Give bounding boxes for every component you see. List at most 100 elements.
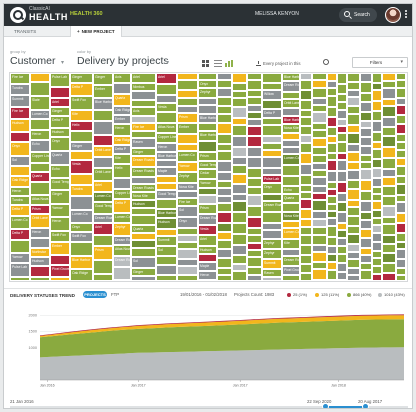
treemap-tile[interactable] — [337, 153, 347, 160]
user-name[interactable]: MELISSA KENYON — [255, 11, 299, 17]
treemap-tile[interactable]: Dream Roads — [131, 167, 156, 177]
treemap-tile[interactable]: Pulse Lab — [262, 175, 282, 183]
treemap-tile[interactable] — [372, 132, 382, 142]
treemap-tile[interactable] — [262, 125, 282, 136]
treemap-tile[interactable] — [177, 275, 198, 281]
treemap-tile[interactable] — [30, 119, 50, 130]
treemap-tile[interactable] — [327, 160, 337, 171]
treemap-tile[interactable] — [232, 157, 247, 165]
treemap-tile[interactable]: Sol — [10, 156, 30, 166]
treemap-tile[interactable] — [372, 111, 382, 121]
chevron-down-icon[interactable]: ▾ — [166, 60, 170, 66]
treemap-tile[interactable] — [217, 203, 232, 212]
treemap-tile[interactable] — [198, 280, 217, 281]
treemap-tile[interactable]: Hudson — [30, 257, 50, 266]
treemap-tile[interactable]: Lumen Co — [177, 151, 198, 162]
avatar[interactable] — [385, 7, 401, 23]
treemap-tile[interactable]: Dream Roads — [113, 236, 131, 245]
treemap-tile[interactable]: Ariel — [131, 73, 156, 83]
treemap-tile[interactable] — [156, 275, 177, 281]
treemap-tile[interactable] — [156, 112, 177, 123]
treemap-tile[interactable] — [312, 163, 327, 170]
treemap-tile[interactable] — [232, 212, 247, 223]
treemap-tile[interactable] — [406, 90, 407, 98]
treemap-tile[interactable]: Prism — [198, 204, 217, 214]
treemap-tile[interactable] — [382, 244, 396, 253]
treemap-tile[interactable] — [232, 223, 247, 234]
treemap-tile[interactable] — [406, 116, 407, 127]
treemap-tile[interactable] — [282, 203, 300, 212]
treemap-tile[interactable] — [247, 97, 262, 105]
treemap-tile[interactable]: Heron — [198, 271, 217, 280]
treemap-tile[interactable] — [232, 201, 247, 212]
treemap-tile[interactable] — [217, 275, 232, 281]
treemap-tile[interactable] — [217, 181, 232, 188]
treemap-tile[interactable] — [347, 216, 360, 226]
treemap-tile[interactable]: Axis — [113, 73, 131, 83]
treemap-tile[interactable]: Onyx — [262, 183, 282, 194]
treemap-tile[interactable] — [300, 164, 312, 175]
treemap-tile[interactable] — [372, 83, 382, 90]
treemap-tile[interactable]: Orbit Lane — [30, 214, 50, 228]
treemap-tile[interactable] — [406, 188, 407, 199]
treemap-tile[interactable] — [337, 84, 347, 94]
treemap-tile[interactable] — [177, 80, 198, 90]
treemap-tile[interactable]: Good Temp — [93, 202, 113, 214]
treemap-tile[interactable]: Ginger — [70, 142, 93, 151]
treemap-tile[interactable] — [217, 196, 232, 203]
treemap-tile[interactable] — [177, 73, 198, 80]
treemap-tile[interactable] — [396, 142, 406, 150]
treemap-tile[interactable] — [327, 189, 337, 196]
treemap-tile[interactable] — [347, 268, 360, 275]
treemap-tile[interactable]: Ginger — [93, 73, 113, 85]
treemap-tile[interactable] — [406, 245, 407, 256]
treemap-tile[interactable]: Onyx — [70, 223, 93, 232]
treemap-tile[interactable] — [382, 147, 396, 158]
treemap-tile[interactable] — [177, 242, 198, 249]
treemap-tile[interactable] — [177, 259, 198, 266]
treemap-tile[interactable] — [282, 249, 300, 256]
treemap-tile[interactable] — [232, 73, 247, 83]
range-slider-right-handle[interactable] — [362, 403, 369, 408]
treemap-tile[interactable]: Blue Harbor — [70, 256, 93, 269]
treemap-tile[interactable]: Swift Fox — [50, 231, 70, 242]
treemap-tile[interactable]: Blue Harbor — [198, 131, 217, 141]
treemap-tile[interactable] — [396, 124, 406, 134]
treemap-tile[interactable] — [337, 126, 347, 133]
treemap-tile[interactable] — [327, 254, 337, 262]
treemap-tile[interactable] — [247, 228, 262, 235]
treemap-tile[interactable] — [93, 121, 113, 135]
treemap-tile[interactable]: Kite — [113, 154, 131, 164]
treemap-tile[interactable]: Prism — [198, 152, 217, 161]
treemap-tile[interactable] — [406, 199, 407, 208]
treemap-tile[interactable] — [93, 110, 113, 121]
treemap-tile[interactable] — [217, 97, 232, 106]
treemap-tile[interactable] — [312, 147, 327, 155]
treemap-tile[interactable] — [232, 271, 247, 281]
treemap-tile[interactable] — [262, 83, 282, 90]
treemap-tile[interactable] — [30, 82, 50, 96]
range-slider-left-handle[interactable] — [322, 403, 329, 408]
treemap-tile[interactable]: Heron — [30, 130, 50, 140]
treemap-tile[interactable]: Blue Harbor — [156, 152, 177, 160]
treemap-tile[interactable] — [247, 73, 262, 80]
treemap-tile[interactable] — [217, 172, 232, 181]
treemap-tile[interactable]: Helix — [113, 164, 131, 178]
treemap-tile[interactable]: Tundra — [10, 84, 30, 95]
treemap-tile[interactable] — [396, 233, 406, 242]
treemap-tile[interactable] — [70, 242, 93, 256]
treemap-tile[interactable]: Hudson — [10, 119, 30, 132]
treemap-tile[interactable] — [337, 182, 347, 193]
treemap-tile[interactable]: Dream Roads — [113, 256, 131, 267]
treemap-tile[interactable] — [93, 135, 113, 146]
treemap-tile[interactable] — [347, 234, 360, 244]
treemap-tile[interactable]: Blue Harbor — [282, 116, 300, 124]
treemap-tile[interactable]: Zephyr — [262, 239, 282, 249]
bar-chart-view-icon[interactable] — [225, 60, 233, 67]
treemap-tile[interactable]: Dream Roads — [282, 81, 300, 92]
treemap-tile[interactable]: Good Temp — [156, 190, 177, 199]
treemap-tile[interactable]: Nimbus — [131, 83, 156, 91]
treemap-tile[interactable]: Hudson — [198, 246, 217, 254]
treemap-tile[interactable] — [312, 269, 327, 280]
treemap-tile[interactable] — [217, 268, 232, 275]
